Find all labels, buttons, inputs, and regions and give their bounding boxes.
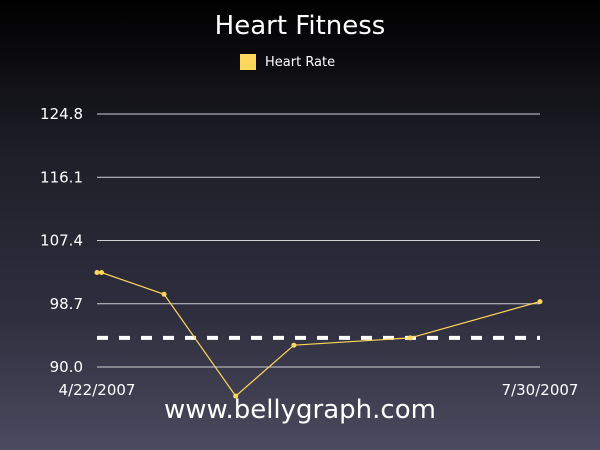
data-point — [407, 335, 413, 341]
series-heart-rate — [94, 270, 543, 399]
y-axis-ticks: 90.0 98.7 107.4 116.1 124.8 — [40, 105, 83, 376]
chart-title: Heart Fitness — [215, 11, 386, 41]
legend: Heart Rate — [240, 54, 335, 70]
x-tick-label-end: 7/30/2007 — [502, 381, 579, 399]
y-tick-label: 124.8 — [40, 105, 83, 123]
data-point — [233, 393, 239, 399]
y-tick-label: 98.7 — [50, 295, 83, 313]
y-tick-label: 116.1 — [40, 168, 83, 186]
legend-swatch-heart-rate — [240, 54, 256, 70]
x-tick-label-start: 4/22/2007 — [59, 381, 136, 399]
grid — [97, 113, 540, 368]
data-point — [537, 299, 543, 305]
data-point — [291, 342, 297, 348]
y-tick-label: 107.4 — [40, 232, 83, 250]
legend-label-heart-rate: Heart Rate — [265, 55, 335, 70]
data-point — [99, 270, 104, 275]
watermark-url: www.bellygraph.com — [164, 395, 436, 425]
y-tick-label: 90.0 — [50, 358, 83, 376]
series-line-heart-rate — [97, 271, 541, 397]
data-point — [161, 291, 167, 297]
data-point — [94, 270, 100, 275]
